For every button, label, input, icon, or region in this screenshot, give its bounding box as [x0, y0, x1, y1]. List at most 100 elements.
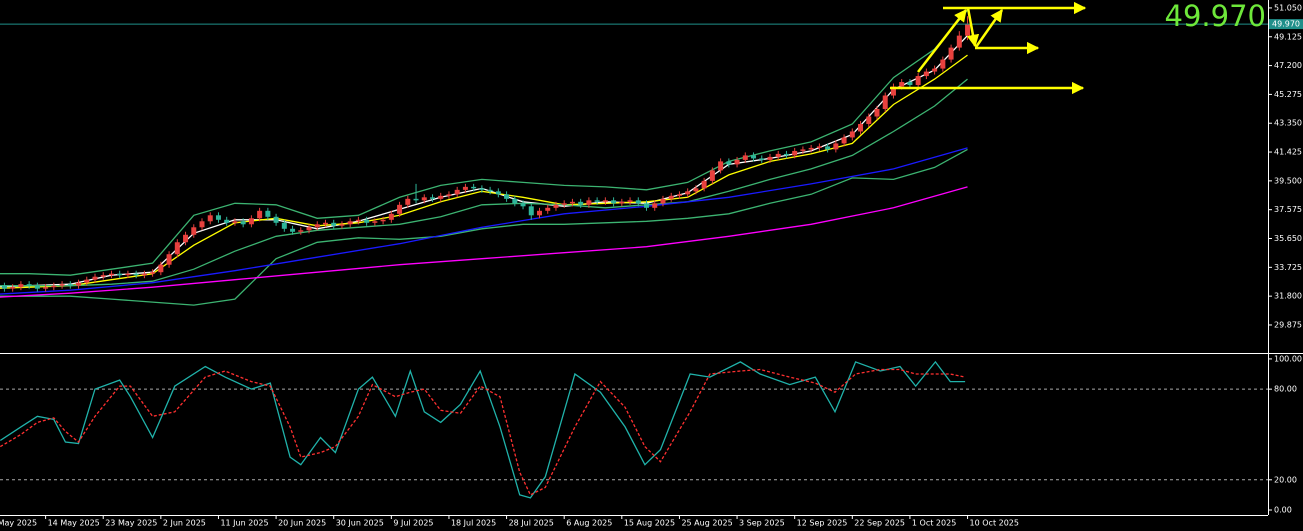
candle-body	[718, 161, 724, 171]
candle-body	[668, 195, 674, 199]
y-tick-label: 31.800	[1274, 292, 1302, 301]
x-tick-label: 9 Jul 2025	[393, 519, 433, 528]
candle-body	[907, 82, 913, 86]
candle-body	[578, 201, 584, 205]
candle-body	[364, 219, 370, 223]
candle-body	[59, 284, 65, 286]
candle-body	[742, 155, 748, 160]
candle-body	[76, 282, 82, 286]
candle-body	[948, 47, 954, 60]
y-tick-label: 51.050	[1274, 3, 1302, 12]
candle-body	[26, 284, 32, 286]
candle-body	[372, 221, 378, 223]
candle-body	[965, 24, 971, 36]
last-price-box	[1269, 19, 1303, 30]
candle-body	[890, 86, 896, 96]
y-tick-label: 47.200	[1274, 61, 1302, 70]
candle-body	[454, 189, 460, 195]
candle-body	[751, 155, 757, 159]
candle-body	[627, 200, 633, 202]
candle-body	[281, 222, 287, 229]
last-price-big-label: 49.970	[1165, 0, 1266, 33]
candle-body	[183, 234, 189, 243]
candle-body	[899, 82, 905, 87]
candle-body	[141, 273, 147, 276]
arrow	[917, 9, 967, 73]
candle-body	[479, 188, 485, 190]
candle-body	[322, 222, 328, 225]
candle-body	[150, 272, 156, 274]
last-price-label: 49.970	[1272, 20, 1300, 29]
candle-body	[380, 219, 386, 222]
candle-body	[421, 197, 427, 201]
indicator-line	[0, 147, 968, 295]
candle-body	[808, 147, 814, 150]
candle-body	[520, 203, 526, 207]
candle-body	[34, 285, 40, 289]
candle-body	[347, 221, 353, 225]
candle-body	[298, 230, 304, 232]
candle-body	[561, 203, 567, 205]
candle-body	[273, 216, 279, 223]
candle-body	[265, 210, 271, 217]
x-tick-label: 5 May 2025	[0, 519, 37, 528]
y-tick-label: 0.00	[1274, 506, 1292, 515]
y-tick-label: 45.275	[1274, 90, 1302, 99]
candle-body	[108, 273, 114, 276]
candle-body	[693, 188, 699, 192]
candle-body	[314, 224, 320, 228]
candle-body	[331, 222, 337, 226]
candle-body	[257, 210, 263, 219]
x-tick-label: 25 Aug 2025	[681, 519, 732, 528]
x-tick-label: 6 Aug 2025	[566, 519, 612, 528]
candle-body	[413, 198, 419, 201]
candle-body	[429, 197, 435, 199]
candle-body	[339, 224, 345, 226]
x-tick-label: 18 Jul 2025	[451, 519, 496, 528]
y-tick-label: 43.350	[1274, 119, 1302, 128]
candle-body	[405, 198, 411, 205]
candle-body	[388, 213, 394, 220]
y-tick-label: 41.425	[1274, 148, 1302, 157]
candle-body	[355, 219, 361, 222]
candle-body	[816, 146, 822, 148]
y-tick-label: 49.125	[1274, 32, 1302, 41]
candle-body	[783, 153, 789, 156]
candle-body	[100, 275, 106, 277]
x-tick-label: 3 Sep 2025	[739, 519, 785, 528]
candle-body	[882, 95, 888, 109]
candle-body	[446, 194, 452, 196]
candle-body	[586, 200, 592, 205]
x-tick-label: 23 May 2025	[105, 519, 157, 528]
candle-body	[207, 215, 213, 222]
candle-body	[553, 204, 559, 208]
candle-body	[495, 191, 501, 195]
candle-body	[956, 35, 962, 48]
candle-body	[84, 279, 90, 283]
candle-body	[174, 242, 180, 255]
candle-body	[660, 198, 666, 204]
oscillator-panel	[0, 360, 1268, 499]
x-tick-label: 22 Sep 2025	[854, 519, 905, 528]
candle-body	[290, 228, 296, 232]
y-tick-label: 20.00	[1274, 475, 1297, 484]
candle-body	[92, 276, 98, 280]
candle-body	[67, 284, 73, 286]
candle-body	[644, 203, 650, 208]
candle-body	[51, 285, 57, 288]
candle-body	[619, 201, 625, 204]
x-tick-label: 15 Aug 2025	[624, 519, 675, 528]
arrow	[974, 8, 1004, 48]
candle-body	[915, 76, 921, 86]
candle-body	[635, 200, 641, 204]
x-tick-label: 2 Jun 2025	[163, 519, 206, 528]
candle-body	[117, 273, 123, 276]
indicator-line	[0, 186, 968, 298]
candle-body	[569, 201, 575, 204]
candle-body	[701, 180, 707, 189]
x-tick-label: 12 Sep 2025	[797, 519, 848, 528]
candle-body	[767, 156, 773, 160]
y-tick-label: 33.725	[1274, 263, 1302, 272]
candle-body	[512, 198, 518, 204]
